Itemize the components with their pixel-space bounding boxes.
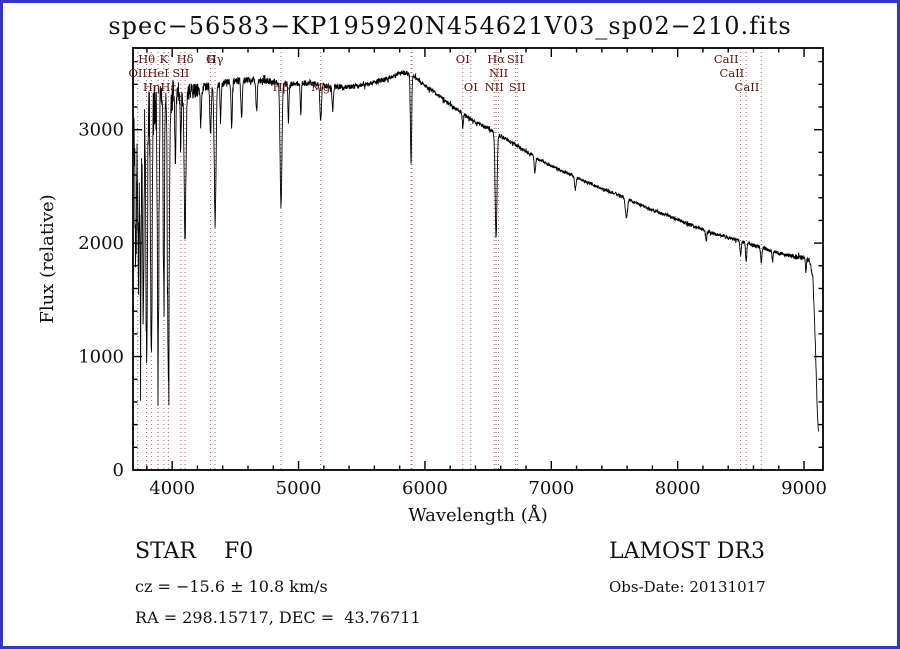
spectral-line-label: Hγ bbox=[207, 52, 224, 66]
y-tick-label: 0 bbox=[113, 460, 124, 481]
spectral-line-label: SII bbox=[509, 80, 526, 94]
spectral-line-label: SII bbox=[507, 52, 524, 66]
y-tick-label: 1000 bbox=[78, 347, 124, 368]
spectral-line-label: NII bbox=[485, 80, 504, 94]
spectral-line-label: G bbox=[206, 52, 215, 66]
spectral-line-label: Hη bbox=[143, 80, 160, 94]
spectral-line-label: Hα bbox=[487, 52, 505, 66]
spectral-line-label: Mg bbox=[311, 80, 331, 94]
x-tick-label: 6000 bbox=[402, 478, 448, 499]
survey-label: LAMOST DR3 bbox=[609, 539, 765, 564]
star-classification-label: STAR F0 bbox=[135, 539, 254, 564]
spectral-line-label: Hθ bbox=[138, 52, 155, 66]
spectral-line-label: Hβ bbox=[273, 80, 290, 94]
x-tick-label: 8000 bbox=[655, 478, 701, 499]
spectral-line-label: Hδ bbox=[177, 52, 194, 66]
spectral-line-label: Hε bbox=[160, 80, 176, 94]
radial-velocity-label: cz = −15.6 ± 10.8 km/s bbox=[135, 577, 328, 596]
x-axis-title: Wavelength (Å) bbox=[408, 504, 548, 526]
x-tick-label: 4000 bbox=[149, 478, 195, 499]
obs-date-label: Obs-Date: 20131017 bbox=[609, 578, 766, 596]
x-tick-label: 9000 bbox=[781, 478, 827, 499]
spectral-line-label: K bbox=[160, 52, 169, 66]
y-tick-label: 3000 bbox=[78, 120, 124, 141]
spectral-line-label: SII bbox=[172, 66, 189, 80]
spectral-line-label: OI bbox=[464, 80, 478, 94]
x-tick-label: 5000 bbox=[276, 478, 322, 499]
spectrum-chart: 4000 5000 6000 7000 8000 9000 0 1000 2000 3000 Wav… bbox=[37, 47, 827, 526]
spectral-line-label: OI bbox=[456, 52, 470, 66]
spectral-line-label: CaII bbox=[719, 66, 744, 80]
x-tick-label: 7000 bbox=[528, 478, 574, 499]
spectral-line-label: HeI bbox=[147, 66, 168, 80]
spectrum-path bbox=[132, 70, 819, 432]
spectral-line-label: CaII bbox=[714, 52, 739, 66]
ra-dec-label: RA = 298.15717, DEC = 43.76711 bbox=[135, 608, 421, 627]
spectral-line-label: CaII bbox=[735, 80, 760, 94]
plot-title: spec−56583−KP195920N454621V03_sp02−210.f… bbox=[108, 12, 792, 40]
axes-frame bbox=[132, 47, 824, 471]
y-axis-title: Flux (relative) bbox=[37, 194, 58, 323]
spectral-line-label: NII bbox=[489, 66, 508, 80]
y-tick-label: 2000 bbox=[78, 233, 124, 254]
spectral-line-label: OII bbox=[128, 66, 147, 80]
